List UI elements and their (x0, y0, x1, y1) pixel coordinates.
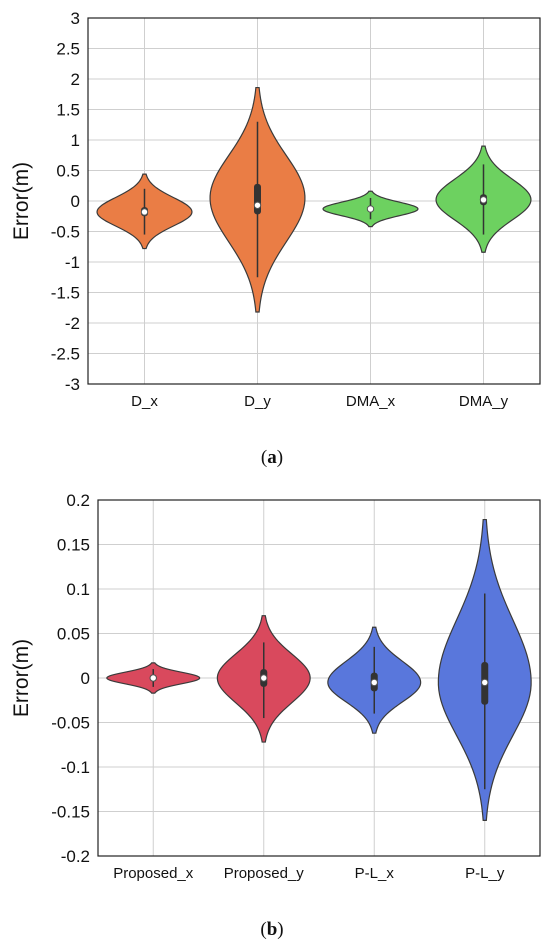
panel-1-y-tick-label: 0.05 (57, 625, 90, 644)
panel-0-plot-frame (87, 17, 541, 385)
panel-0-y-tick-label: 0 (71, 192, 80, 211)
chart-panel-a: Error(m) 3 2.5 2 1.5 1 0.5 0 -0.5 -1 -1.5 -2 -2.5 -3… (10, 9, 541, 468)
plot-area-b: 0.2 0.15 0.1 0.05 0 -0.05 -0.1 -0.15 -0.2 Propose… (51, 491, 541, 882)
panel-0-y-tick-label: -1.5 (51, 284, 80, 303)
panel-0-x-tick-label: D_y (244, 393, 271, 410)
panel-1-x-tick-label: Proposed_y (224, 865, 305, 882)
panel-1-y-tick-label: 0.15 (57, 536, 90, 555)
plot-area-a: 3 2.5 2 1.5 1 0.5 0 -0.5 -1 -1.5 -2 -2.5 -3 D_x D_y DMA… (51, 9, 541, 410)
panel-0-x-tick-label: D_x (131, 393, 158, 410)
panel-0-y-tick-label: -0.5 (51, 223, 80, 242)
panel-0-median-marker-2 (366, 205, 375, 213)
panel-1-y-tick-label: 0 (81, 669, 90, 688)
caption-a: (a) (261, 447, 283, 468)
panel-1-median-marker-2 (370, 678, 378, 687)
panel-1-y-tick-label: -0.15 (51, 803, 90, 822)
panel-0-x-tick-label: DMA_x (346, 393, 396, 410)
panel-1-x-tick-label: Proposed_x (113, 865, 194, 882)
y-axis-label-a: Error(m) (10, 162, 33, 240)
panel-1-x-tick-label: P-L_x (355, 865, 395, 882)
panel-0-y-tick-label: -1 (65, 253, 80, 272)
panel-1-median-marker-1 (260, 674, 268, 682)
panel-0-y-tick-label: -2 (65, 314, 80, 333)
y-axis-label-b: Error(m) (10, 639, 33, 717)
panel-0-y-tick-label: 1.5 (56, 101, 80, 120)
panel-0-y-tick-label: -3 (65, 375, 80, 394)
panel-0-median-marker-1 (253, 201, 262, 209)
panel-1-y-tick-label: -0.2 (61, 847, 90, 866)
caption-b: (b) (260, 919, 283, 940)
panel-0-y-tick-label: 3 (71, 9, 80, 28)
panel-1-y-tick-label: -0.1 (61, 758, 90, 777)
panel-0-x-tick-label: DMA_y (459, 393, 509, 410)
panel-1-y-tick-label: 0.1 (66, 580, 90, 599)
panel-1-y-tick-label: 0.2 (66, 491, 90, 510)
panel-0-iqr-box-1 (254, 183, 261, 215)
panel-0-y-tick-label: 0.5 (56, 162, 80, 181)
panel-0-y-tick-label: 2.5 (56, 40, 80, 59)
panel-0-y-tick-label: 1 (71, 131, 80, 150)
panel-1-plot-frame (97, 499, 541, 857)
chart-panel-b: Error(m) 0.2 0.15 0.1 0.05 0 -0.05 -0.1 -0.15 -0… (10, 491, 541, 940)
panel-0-y-tick-label: 2 (71, 70, 80, 89)
panel-1-median-marker-0 (149, 674, 157, 682)
panel-1-median-marker-3 (481, 678, 489, 687)
panel-1-y-tick-label: -0.05 (51, 714, 90, 733)
panel-0-median-marker-3 (479, 196, 488, 204)
panel-1-x-tick-label: P-L_y (465, 865, 505, 882)
panel-0-y-tick-label: -2.5 (51, 345, 80, 364)
panel-0-median-marker-0 (140, 208, 149, 216)
